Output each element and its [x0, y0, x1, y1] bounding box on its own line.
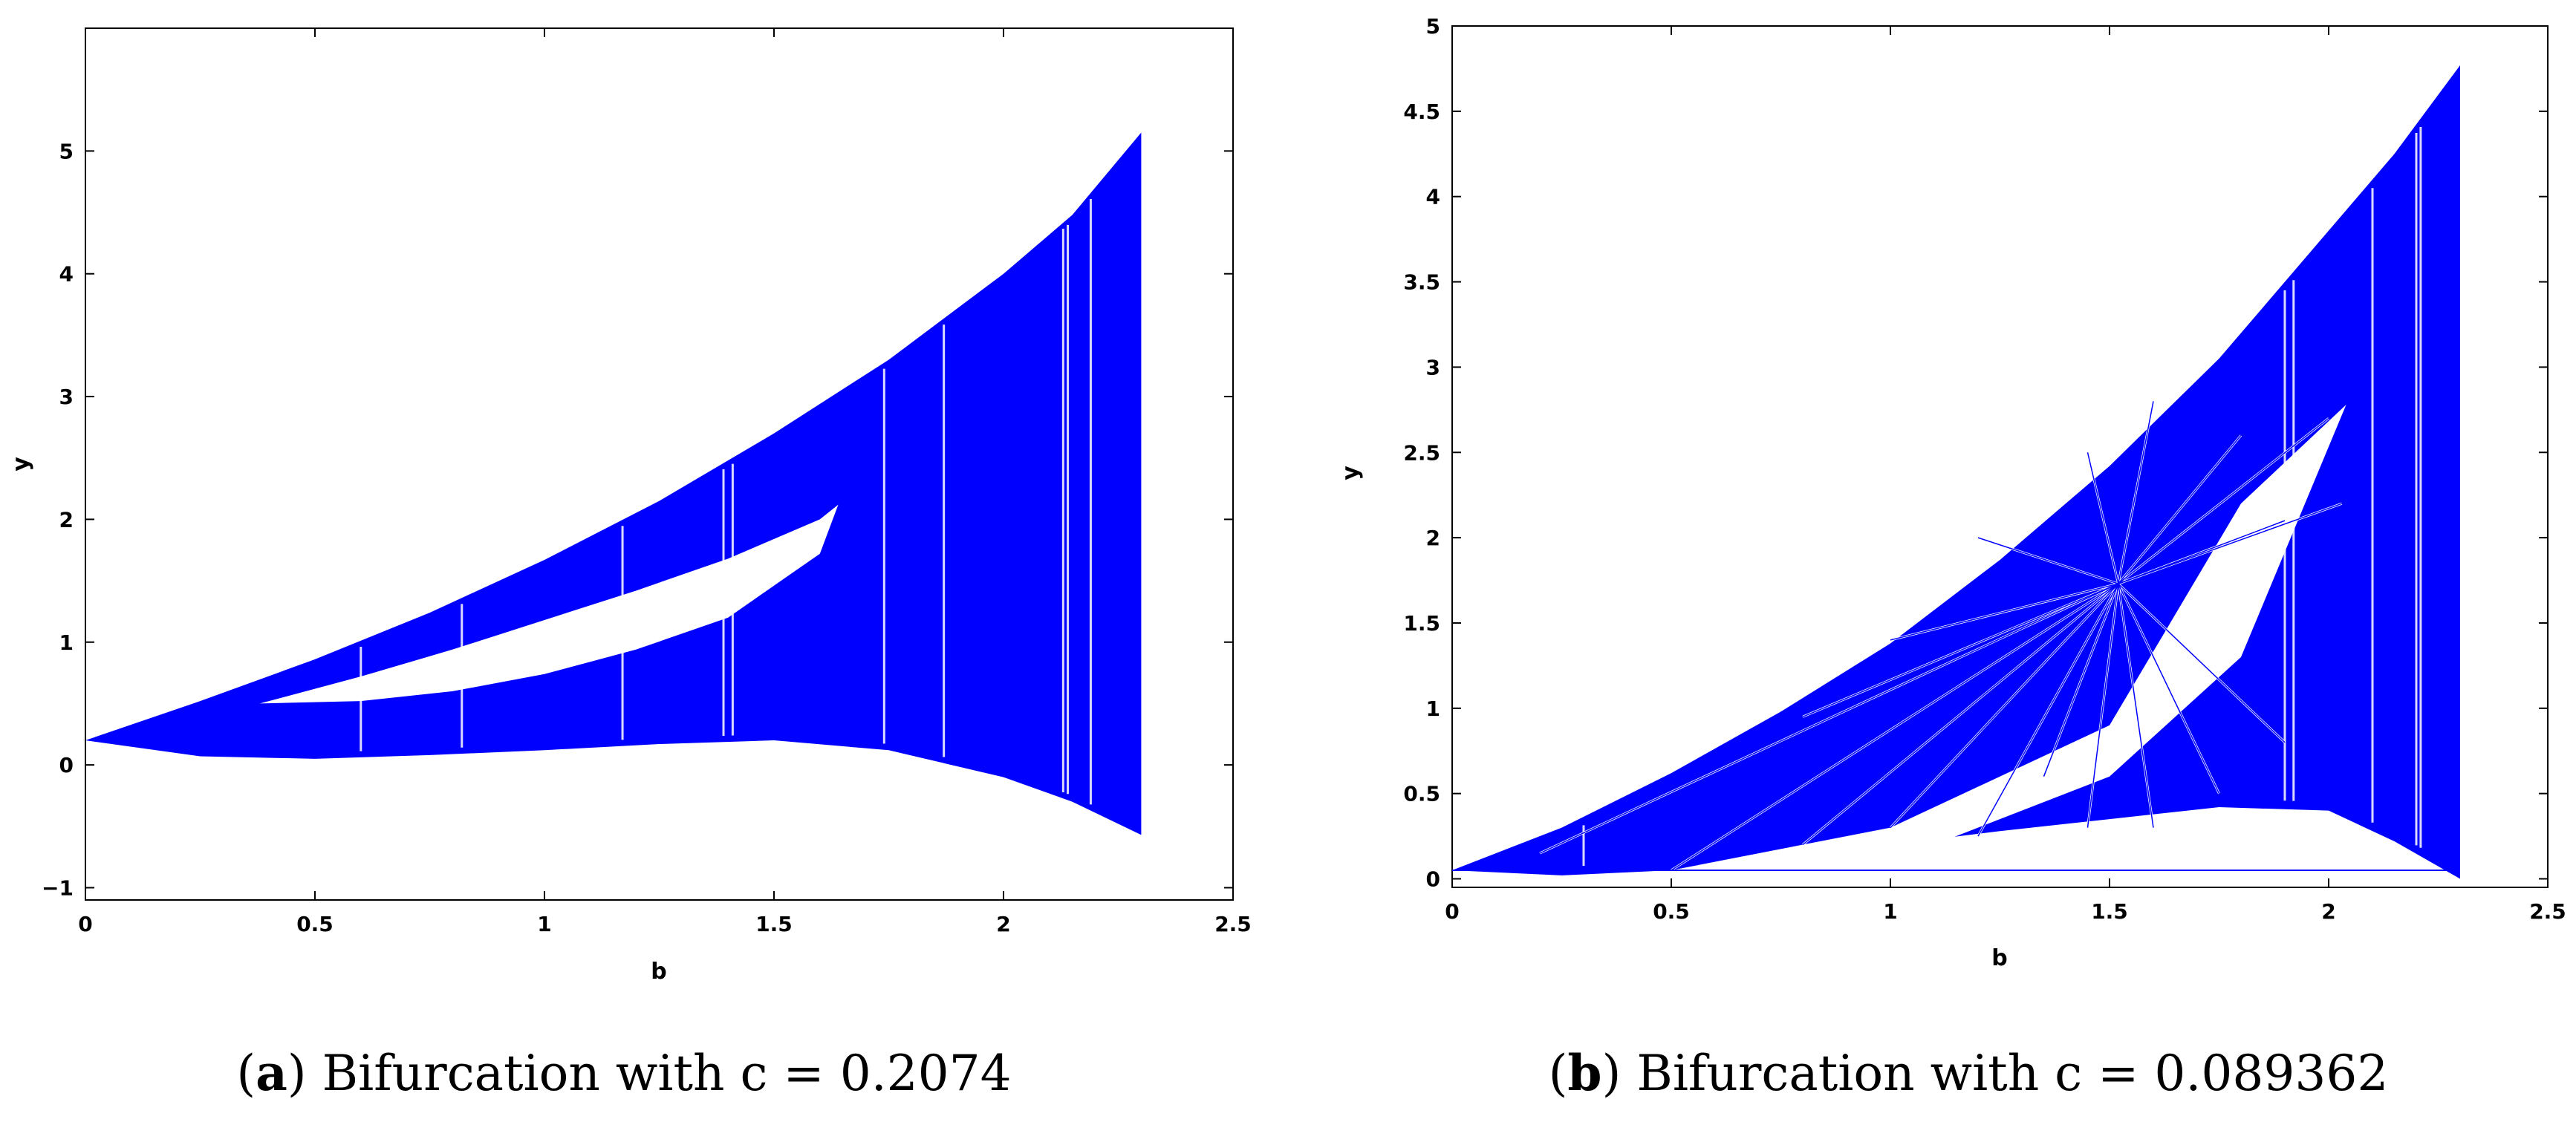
x-tick-label: 0.5	[1653, 899, 1690, 924]
x-tick-label: 0.5	[296, 912, 334, 936]
trajectory-line	[1890, 583, 2118, 641]
periodic-window	[1671, 404, 2346, 871]
trajectory-line	[2118, 584, 2154, 828]
x-tick-label: 1	[1883, 899, 1897, 924]
y-tick-label: 2.5	[1403, 440, 1440, 465]
y-tick-label: 4	[59, 262, 74, 287]
y-tick-label: 2	[59, 507, 74, 532]
trajectory-line	[2087, 452, 2119, 584]
y-tick-label: 3	[1426, 355, 1440, 379]
y-tick-label: 1	[59, 630, 74, 655]
y-tick-label: 1	[1426, 697, 1440, 721]
caption-b: (b) Bifurcation with c = 0.089362	[1549, 1044, 2389, 1102]
y-axis-label: y	[8, 457, 34, 472]
y-tick-label: 1.5	[1403, 611, 1440, 636]
x-tick-label: 1	[537, 912, 551, 936]
trajectory-line	[2118, 583, 2286, 743]
trajectory-line	[2087, 584, 2119, 828]
x-tick-label: 0	[78, 912, 92, 936]
y-tick-label: −1	[42, 875, 74, 900]
trajectory-line	[2118, 503, 2342, 584]
x-tick-label: 1.5	[755, 912, 793, 936]
trajectory-line	[2118, 417, 2329, 584]
trajectory-line	[1671, 583, 2119, 871]
caption-a: (a) Bifurcation with c = 0.2074	[236, 1044, 1011, 1102]
trajectory-line	[1890, 583, 2119, 829]
x-axis-label: b	[651, 959, 666, 985]
caption-text: Bifurcation with c = 0.2074	[322, 1045, 1012, 1102]
y-tick-label: 0.5	[1403, 782, 1440, 806]
plot-area	[1452, 65, 2460, 879]
y-tick-label: 0	[59, 753, 74, 777]
x-tick-label: 2	[996, 912, 1010, 936]
trajectory-line	[1802, 583, 2119, 846]
y-tick-label: 4.5	[1403, 100, 1440, 124]
trajectory-line	[1802, 583, 2119, 717]
x-tick-label: 2.5	[1214, 912, 1252, 936]
y-tick-label: 5	[1426, 14, 1440, 39]
chart-panel-b: 0 0.5 1 1.5 2 2.5 0 0.5 1 1.5 2 2.5 3 3.5 4 4.5 5 b y	[1338, 14, 2566, 971]
trajectory-line	[1977, 583, 2119, 837]
y-axis-label: y	[1338, 466, 1364, 480]
x-tick-label: 1.5	[2091, 899, 2128, 924]
trajectory-line	[2118, 401, 2154, 584]
y-tick-label: 5	[59, 139, 74, 163]
y-tick-label: 4	[1426, 185, 1440, 209]
caption-letter: a	[256, 1044, 287, 1102]
caption-text: Bifurcation with c = 0.089362	[1636, 1045, 2388, 1102]
x-tick-label: 2.5	[2529, 899, 2566, 924]
x-axis-label: b	[1991, 945, 2007, 971]
x-tick-label: 0	[1445, 899, 1459, 924]
plot-area	[85, 132, 1142, 835]
bifurcation-region	[85, 132, 1142, 835]
y-tick-label: 3	[59, 385, 74, 409]
trajectory-line	[2118, 434, 2242, 584]
trajectory-line	[2118, 583, 2220, 794]
y-tick-label: 3.5	[1403, 270, 1440, 295]
trajectory-line	[1539, 583, 2119, 854]
trajectory-line	[1977, 537, 2119, 584]
plot-frame	[1451, 25, 2549, 888]
x-tick-label: 2	[2321, 899, 2335, 924]
plot-frame	[85, 27, 1234, 901]
axis-ticks: 0 0.5 1 1.5 2 2.5 0 0.5 1 1.5 2 2.5 3 3.5 4 4.5 5	[1403, 14, 2566, 924]
caption-letter: b	[1567, 1044, 1601, 1102]
y-tick-label: 2	[1426, 526, 1440, 550]
y-tick-label: 0	[1426, 867, 1440, 892]
trajectory-line	[2043, 583, 2119, 777]
